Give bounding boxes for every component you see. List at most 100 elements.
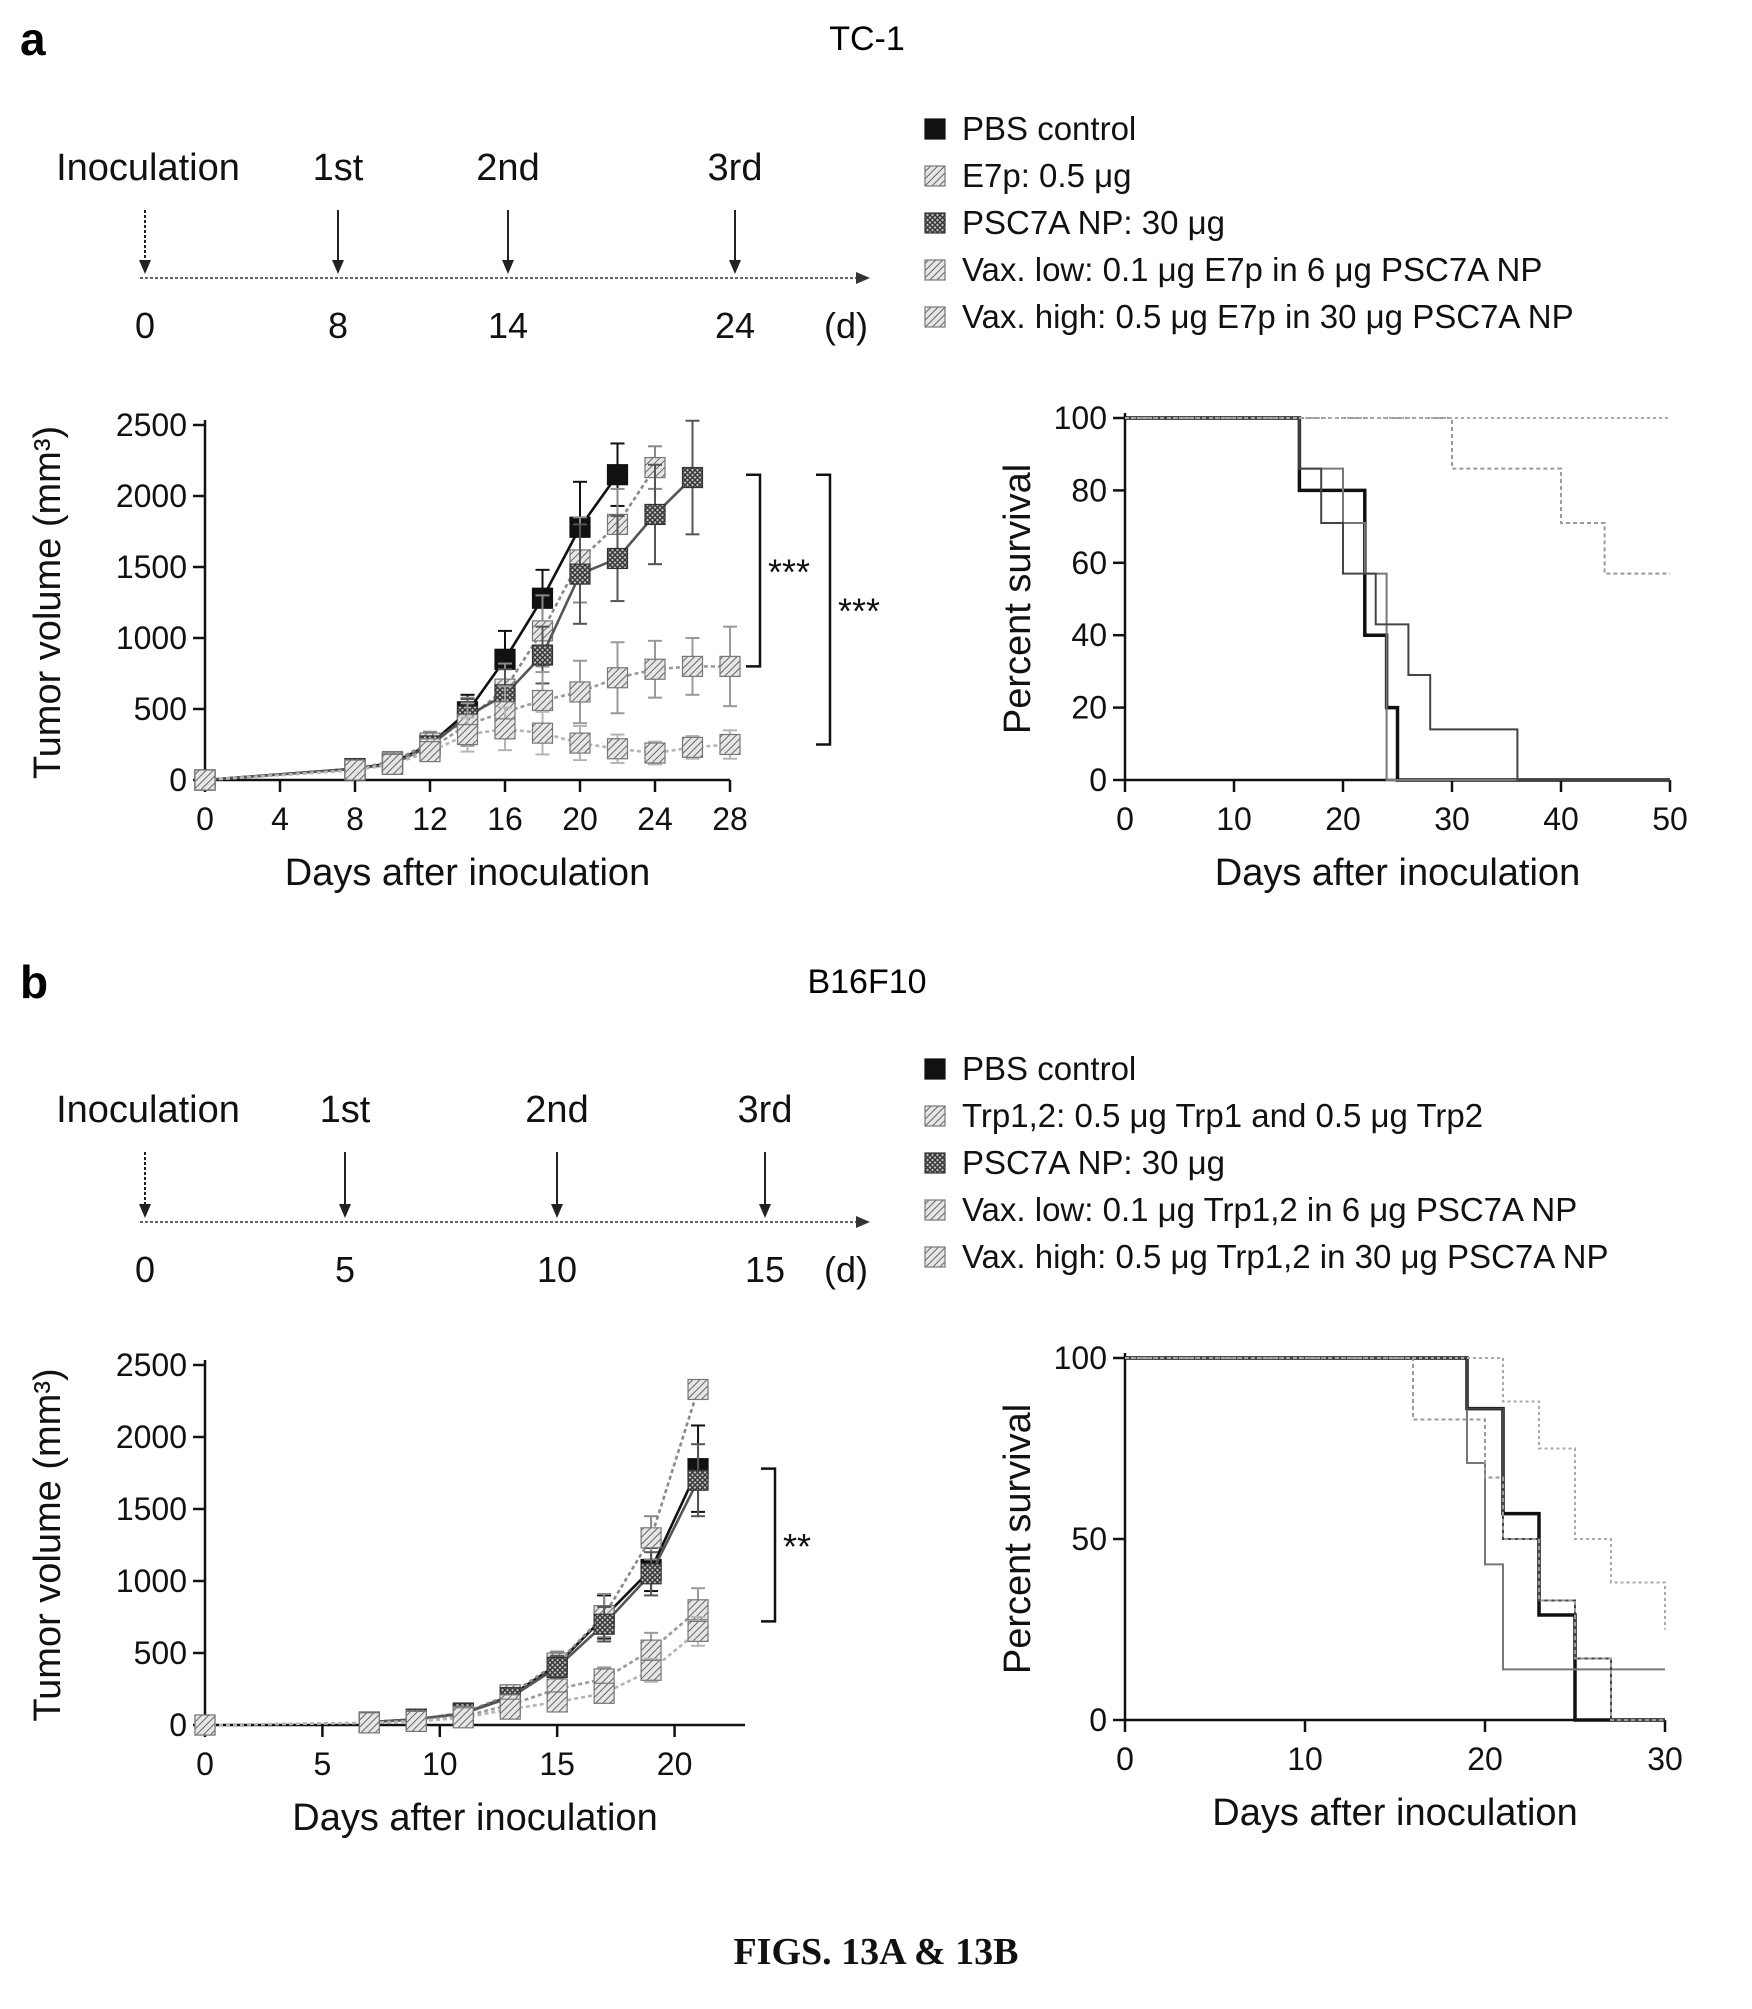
series-4 bbox=[1125, 417, 1670, 575]
legend-label: Vax. low: 0.1 μg E7p in 6 μg PSC7A NP bbox=[962, 251, 1542, 288]
x-tick-label: 8 bbox=[346, 801, 364, 837]
timeline-day-label: 10 bbox=[537, 1249, 577, 1290]
x-tick-label: 0 bbox=[196, 1746, 214, 1782]
arrow-down-icon bbox=[502, 260, 514, 274]
timeline-arrowhead-icon bbox=[856, 1216, 870, 1228]
x-tick-label: 20 bbox=[1467, 1741, 1503, 1777]
x-axis-label: Days after inoculation bbox=[285, 852, 650, 894]
y-tick-label: 50 bbox=[1071, 1521, 1107, 1557]
x-tick-label: 4 bbox=[271, 801, 289, 837]
x-axis-label: Days after inoculation bbox=[292, 1797, 657, 1839]
legend-item: Vax. high: 0.5 μg E7p in 30 μg PSC7A NP bbox=[924, 298, 1574, 335]
survival-curve bbox=[1125, 416, 1670, 782]
x-tick-label: 50 bbox=[1652, 801, 1688, 837]
x-tick-label: 10 bbox=[422, 1746, 458, 1782]
arrow-down-icon bbox=[339, 1204, 351, 1218]
series-3 bbox=[1125, 417, 1670, 781]
series-5 bbox=[194, 1616, 709, 1736]
survival-curve bbox=[1125, 1356, 1665, 1722]
y-axis-label: Tumor volume (mm³) bbox=[27, 1368, 69, 1721]
x-tick-label: 0 bbox=[196, 801, 214, 837]
x-tick-label: 20 bbox=[1325, 801, 1361, 837]
legend-label: PBS control bbox=[962, 110, 1136, 147]
y-tick-label: 100 bbox=[1054, 1340, 1107, 1376]
data-point bbox=[569, 681, 591, 703]
data-point bbox=[494, 718, 516, 740]
x-axis-label: Days after inoculation bbox=[1212, 1792, 1577, 1834]
data-point bbox=[499, 1698, 521, 1720]
data-point bbox=[531, 644, 554, 666]
y-tick-label: 0 bbox=[1089, 1702, 1107, 1738]
timeline-day-label: 14 bbox=[488, 305, 528, 346]
y-tick-label: 2500 bbox=[116, 407, 187, 443]
y-axis-label: Percent survival bbox=[997, 1404, 1039, 1674]
data-point bbox=[687, 1469, 709, 1491]
legend-label: PSC7A NP: 30 μg bbox=[962, 204, 1225, 241]
data-point bbox=[681, 655, 704, 678]
series-5 bbox=[1125, 1357, 1666, 1630]
data-point bbox=[569, 563, 591, 585]
series-3 bbox=[1125, 1357, 1665, 1721]
data-point bbox=[644, 658, 666, 680]
y-tick-label: 1500 bbox=[116, 1491, 187, 1527]
data-point bbox=[531, 722, 554, 744]
series-5 bbox=[194, 706, 741, 791]
y-tick-label: 500 bbox=[134, 691, 187, 727]
legend-marker-icon bbox=[924, 1058, 946, 1080]
survival-chart-a: 0 10 20 30 40 50 0 20 40 60 80 100 Days after inocul… bbox=[997, 400, 1688, 894]
data-point bbox=[344, 759, 366, 781]
legend-item: Trp1,2: 0.5 μg Trp1 and 0.5 μg Trp2 bbox=[924, 1097, 1483, 1134]
data-point bbox=[593, 1613, 615, 1635]
data-point bbox=[719, 655, 741, 678]
arrow-down-icon bbox=[139, 1204, 151, 1218]
significance-bracket bbox=[761, 1467, 777, 1623]
panel-title-b: B16F10 bbox=[807, 963, 926, 1001]
data-point bbox=[419, 740, 441, 763]
figure-canvas: a TC-1 Inoculation 0 1st 8 2nd 14 3rd 24 (d) PBS… bbox=[20, 13, 1688, 1839]
legend-label: Trp1,2: 0.5 μg Trp1 and 0.5 μg Trp2 bbox=[962, 1097, 1483, 1134]
series-line bbox=[204, 1630, 699, 1727]
x-tick-label: 28 bbox=[712, 801, 748, 837]
survival-curve bbox=[1125, 417, 1670, 781]
legend-label: Vax. low: 0.1 μg Trp1,2 in 6 μg PSC7A NP bbox=[962, 1191, 1577, 1228]
panel-label-a: a bbox=[20, 13, 46, 65]
x-axis-label: Days after inoculation bbox=[1215, 852, 1580, 894]
legend-item: PBS control bbox=[924, 1050, 1136, 1087]
data-point bbox=[358, 1712, 380, 1734]
legend-marker-icon bbox=[924, 306, 946, 328]
arrow-down-icon bbox=[332, 260, 344, 274]
data-point bbox=[681, 736, 704, 758]
data-point bbox=[593, 1682, 615, 1704]
x-tick-label: 24 bbox=[637, 801, 673, 837]
legend-marker-icon bbox=[924, 118, 946, 140]
timeline-day-label: 0 bbox=[135, 305, 155, 346]
legend-item: PBS control bbox=[924, 110, 1136, 147]
legend-marker-icon bbox=[924, 1105, 946, 1127]
significance-bracket bbox=[746, 473, 762, 668]
arrow-down-icon bbox=[729, 260, 741, 274]
y-tick-label: 60 bbox=[1071, 545, 1107, 581]
significance-label: *** bbox=[838, 591, 880, 632]
timeline-unit-label: (d) bbox=[824, 305, 868, 346]
data-point bbox=[640, 1639, 662, 1661]
timeline-event-label: 3rd bbox=[738, 1089, 793, 1131]
series-3 bbox=[358, 1443, 709, 1733]
data-point bbox=[569, 732, 591, 754]
data-point bbox=[606, 464, 629, 486]
series-line bbox=[369, 1389, 700, 1724]
series-4 bbox=[194, 625, 741, 791]
legend-a: PBS control E7p: 0.5 μg PSC7A NP: 30 μg Vax… bbox=[924, 110, 1574, 335]
y-tick-label: 0 bbox=[169, 762, 187, 798]
data-point bbox=[687, 1620, 709, 1643]
survival-curve bbox=[1125, 1357, 1666, 1630]
data-point bbox=[194, 1714, 216, 1736]
survival-curve bbox=[1125, 1357, 1665, 1671]
data-point bbox=[452, 1707, 474, 1729]
y-tick-label: 500 bbox=[134, 1635, 187, 1671]
x-tick-label: 10 bbox=[1287, 1741, 1323, 1777]
legend-label: PSC7A NP: 30 μg bbox=[962, 1144, 1225, 1181]
legend-item: Vax. low: 0.1 μg Trp1,2 in 6 μg PSC7A NP bbox=[924, 1191, 1577, 1228]
data-point bbox=[644, 742, 666, 764]
series-4 bbox=[194, 1587, 709, 1736]
data-point bbox=[606, 738, 629, 760]
